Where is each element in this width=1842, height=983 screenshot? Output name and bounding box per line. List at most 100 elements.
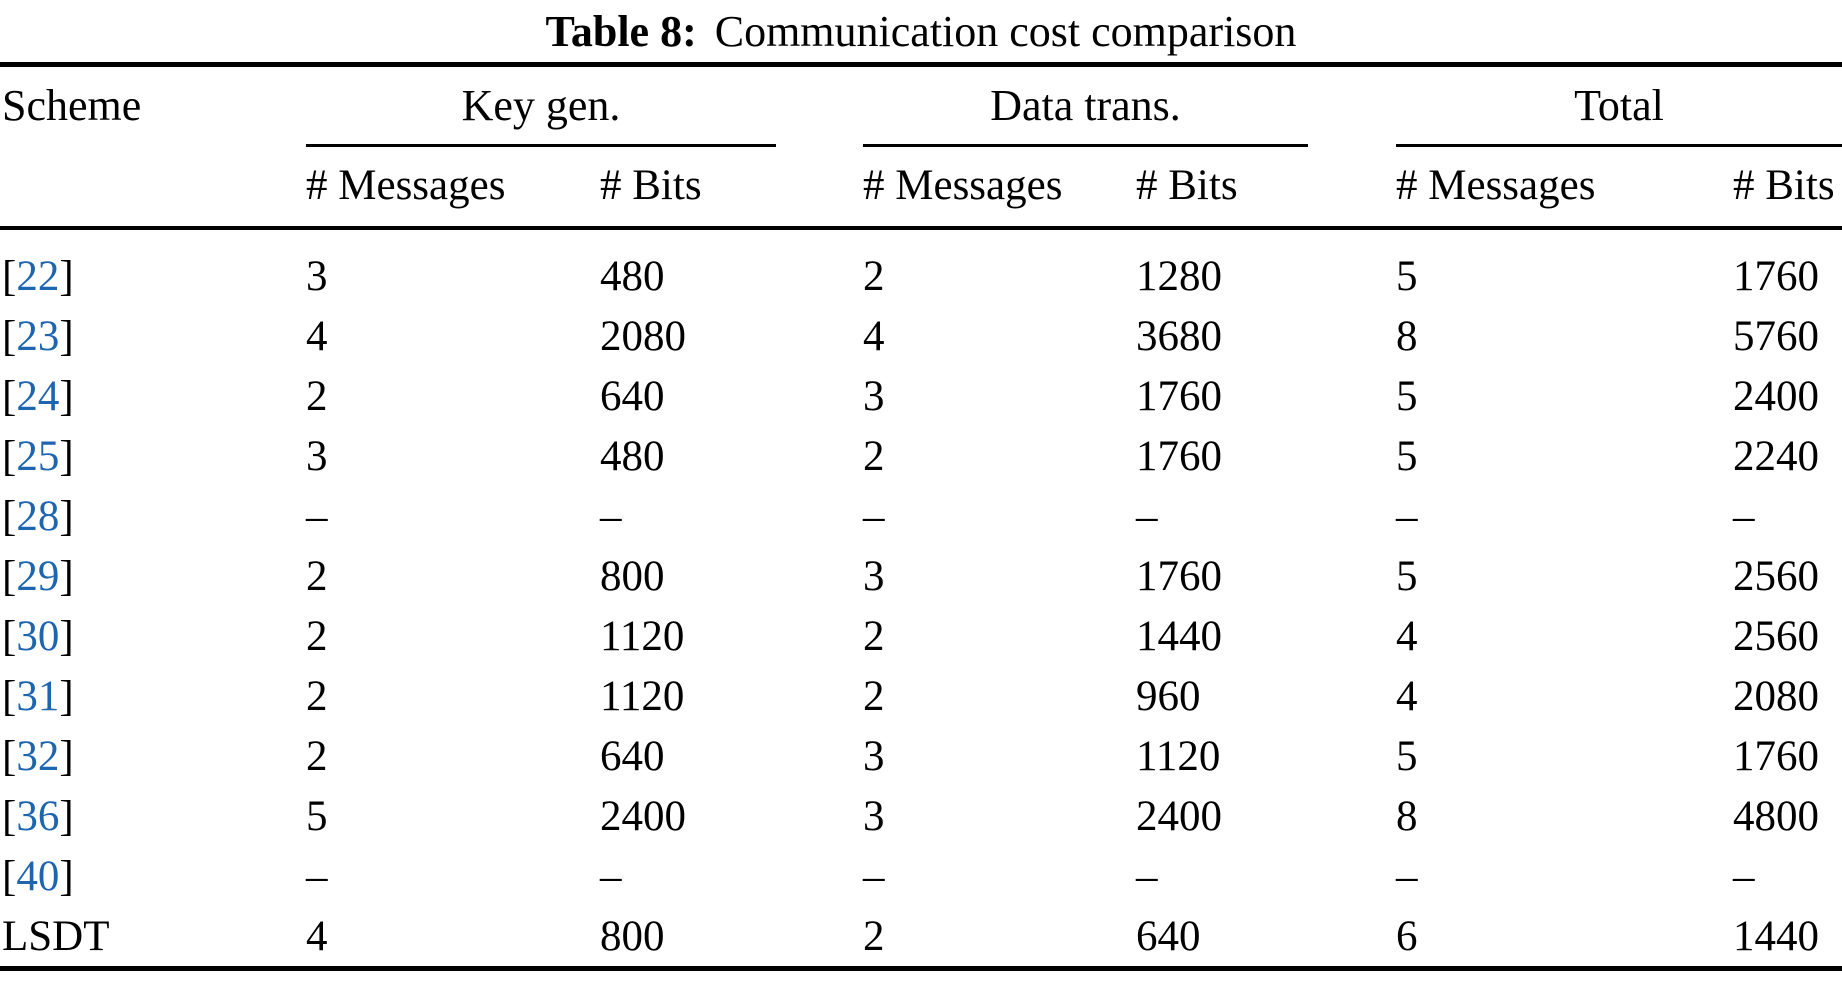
value-cell: 3680	[1136, 312, 1222, 360]
value-cell: 5	[1396, 552, 1418, 600]
value-cell: –	[1396, 492, 1418, 540]
col-header-datatrans-messages: # Messages	[863, 161, 1063, 209]
bracket-open: [	[2, 732, 17, 780]
value-cell: 640	[600, 732, 665, 780]
value-cell: 2	[863, 612, 885, 660]
scheme-cell: LSDT	[2, 912, 110, 960]
scheme-cell: [30]	[0, 606, 306, 666]
bracket-open: [	[2, 252, 17, 300]
value-cell: 2	[863, 432, 885, 480]
value-cell: 3	[306, 252, 328, 300]
bracket-open: [	[2, 852, 17, 900]
bracket-open: [	[2, 792, 17, 840]
bracket-open: [	[2, 672, 17, 720]
value-cell: 1760	[1136, 552, 1222, 600]
scheme-cell: [25]	[0, 426, 306, 486]
scheme-cell: [40]	[0, 846, 306, 906]
group-header-key-gen: Key gen.	[306, 67, 863, 147]
value-cell: 3	[863, 732, 885, 780]
value-cell: 8	[1396, 312, 1418, 360]
value-cell: 1760	[1136, 372, 1222, 420]
value-cell: 2400	[1733, 372, 1819, 420]
value-cell: 800	[600, 912, 665, 960]
citation-link[interactable]: 31	[16, 672, 60, 720]
citation-link[interactable]: 30	[16, 612, 60, 660]
value-cell: 2080	[1733, 672, 1819, 720]
bracket-close: ]	[59, 852, 74, 900]
bracket-open: [	[2, 312, 17, 360]
citation-link[interactable]: 28	[16, 492, 60, 540]
bracket-close: ]	[59, 672, 74, 720]
value-cell: 1120	[1136, 732, 1221, 780]
value-cell: 480	[600, 432, 665, 480]
value-cell: 2400	[1136, 792, 1222, 840]
citation-link[interactable]: 29	[16, 552, 60, 600]
value-cell: –	[600, 852, 622, 900]
bracket-close: ]	[59, 792, 74, 840]
value-cell: 2	[306, 672, 328, 720]
col-header-keygen-messages: # Messages	[306, 161, 506, 209]
bracket-open: [	[2, 492, 17, 540]
citation-link[interactable]: 32	[16, 732, 60, 780]
value-cell: 1760	[1733, 732, 1819, 780]
table-body: [22] 3 480 2 1280 5 1760 [23] 4 2080 4 3…	[0, 230, 1842, 966]
citation-link[interactable]: 24	[16, 372, 60, 420]
bracket-close: ]	[59, 552, 74, 600]
bracket-close: ]	[59, 732, 74, 780]
table-header: Scheme Key gen. Data trans. Total # Mess…	[0, 67, 1842, 230]
value-cell: –	[863, 852, 885, 900]
bracket-open: [	[2, 612, 17, 660]
citation-link[interactable]: 25	[16, 432, 60, 480]
value-cell: 1280	[1136, 252, 1222, 300]
value-cell: 2240	[1733, 432, 1819, 480]
value-cell: 5760	[1733, 312, 1819, 360]
bracket-open: [	[2, 372, 17, 420]
value-cell: 2	[863, 252, 885, 300]
value-cell: 3	[863, 372, 885, 420]
value-cell: 640	[1136, 912, 1201, 960]
group-header-total-underline: Total	[1396, 67, 1842, 147]
value-cell: 1760	[1136, 432, 1222, 480]
scheme-cell: [31]	[0, 666, 306, 726]
group-header-total-label: Total	[1574, 81, 1664, 130]
value-cell: –	[1733, 492, 1755, 540]
scheme-cell: [28]	[0, 486, 306, 546]
value-cell: 960	[1136, 672, 1201, 720]
bracket-close: ]	[59, 252, 74, 300]
value-cell: 4	[863, 312, 885, 360]
value-cell: 4	[1396, 612, 1418, 660]
value-cell: –	[863, 492, 885, 540]
value-cell: –	[306, 492, 328, 540]
citation-link[interactable]: 23	[16, 312, 60, 360]
value-cell: 800	[600, 552, 665, 600]
bracket-close: ]	[59, 372, 74, 420]
value-cell: 2560	[1733, 552, 1819, 600]
group-header-data-trans: Data trans.	[863, 67, 1396, 147]
value-cell: –	[306, 852, 328, 900]
citation-link[interactable]: 36	[16, 792, 60, 840]
value-cell: 3	[863, 552, 885, 600]
citation-link[interactable]: 40	[16, 852, 60, 900]
bracket-close: ]	[59, 492, 74, 540]
value-cell: 4800	[1733, 792, 1819, 840]
value-cell: 640	[600, 372, 665, 420]
value-cell: 2560	[1733, 612, 1819, 660]
citation-link[interactable]: 22	[16, 252, 60, 300]
value-cell: 5	[1396, 732, 1418, 780]
value-cell: 1440	[1733, 912, 1819, 960]
bracket-close: ]	[59, 312, 74, 360]
bracket-open: [	[2, 432, 17, 480]
bracket-close: ]	[59, 612, 74, 660]
caption-title: Communication cost comparison	[714, 6, 1297, 56]
value-cell: 4	[306, 312, 328, 360]
group-header-key-gen-underline: Key gen.	[306, 67, 776, 147]
value-cell: 3	[863, 792, 885, 840]
value-cell: 2400	[600, 792, 686, 840]
group-header-total: Total	[1396, 67, 1842, 147]
bracket-close: ]	[59, 432, 74, 480]
scheme-cell: [22]	[0, 246, 306, 306]
scheme-cell: [32]	[0, 726, 306, 786]
value-cell: 2	[306, 612, 328, 660]
value-cell: 5	[306, 792, 328, 840]
